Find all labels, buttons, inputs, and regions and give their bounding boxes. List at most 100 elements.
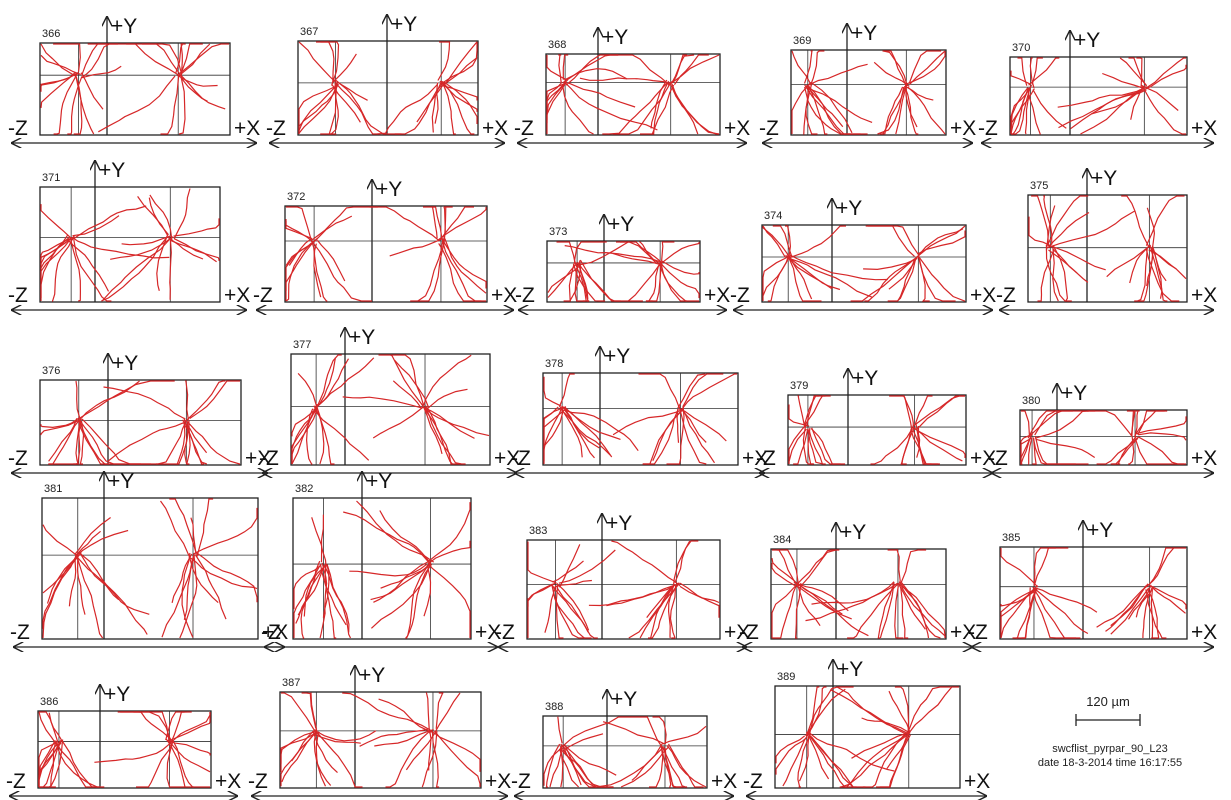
- dendrite: [894, 585, 904, 639]
- dendrite: [178, 72, 226, 110]
- dendrite: [1131, 410, 1138, 437]
- panel-box: [290, 353, 491, 466]
- dendrite: [1057, 87, 1145, 108]
- dendrite: [660, 242, 700, 264]
- dendrite: [793, 429, 809, 465]
- dendrite: [912, 395, 965, 427]
- dendrite: [897, 259, 916, 302]
- dendrite: [782, 731, 811, 787]
- panel-label: 370: [1012, 42, 1030, 54]
- dendrite: [81, 380, 140, 419]
- dendrite: [602, 721, 666, 745]
- dendrite: [1046, 195, 1089, 246]
- dendrite: [545, 743, 561, 788]
- dendrite: [771, 563, 797, 587]
- dendrite: [379, 510, 432, 564]
- dendrite: [425, 692, 431, 734]
- dendrite: [898, 581, 941, 639]
- dendrite: [788, 404, 810, 427]
- dendrite: [331, 53, 357, 84]
- dendrite: [639, 241, 664, 267]
- dendrite: [1034, 435, 1076, 465]
- dendrite: [772, 225, 793, 258]
- dendrite: [1058, 88, 1146, 129]
- dendrite: [433, 730, 481, 787]
- axis-label-neg-z: -Z: [6, 770, 26, 793]
- dendrite: [318, 730, 377, 742]
- dendrite: [53, 72, 79, 135]
- axis-label-neg-z: -Z: [8, 447, 28, 470]
- dendrite: [1020, 433, 1033, 457]
- dendrite: [603, 54, 670, 85]
- dendrite: [889, 395, 914, 430]
- axis-label-y: +Y: [376, 178, 402, 201]
- dendrite: [566, 733, 604, 749]
- dendrite: [161, 552, 195, 638]
- axis-label-x: +X: [491, 284, 517, 307]
- dendrite: [899, 549, 927, 585]
- dendrite: [68, 557, 77, 607]
- axis-label-x: +X: [482, 117, 508, 140]
- dendrite: [558, 544, 581, 588]
- dendrite: [178, 43, 203, 77]
- dendrite: [179, 555, 198, 639]
- footer-date: date 18-3-2014 time 16:17:55: [1038, 757, 1182, 769]
- dendrite: [120, 711, 170, 743]
- dendrite: [167, 739, 211, 773]
- dendrite: [196, 498, 214, 557]
- axis-label-y: +Y: [852, 367, 878, 390]
- dendrite: [359, 728, 430, 747]
- dendrite: [645, 263, 662, 302]
- dendrite: [564, 406, 621, 440]
- dendrite: [421, 730, 438, 788]
- axis-label-neg-z: -Z: [759, 117, 779, 140]
- dendrite: [900, 587, 909, 639]
- dendrite: [126, 43, 181, 75]
- dendrite: [669, 585, 677, 639]
- axis-label-y: +Y: [391, 13, 417, 36]
- dendrite: [527, 541, 557, 584]
- panel-label: 382: [295, 483, 313, 495]
- dendrite: [673, 54, 709, 85]
- dendrite: [285, 242, 312, 302]
- dendrite: [434, 82, 439, 124]
- axis-label-x: +X: [494, 447, 520, 470]
- dendrite: [1047, 245, 1106, 271]
- dendrite: [562, 54, 618, 84]
- dendrite: [668, 81, 699, 135]
- dendrite: [787, 225, 847, 259]
- dendrite: [793, 581, 843, 615]
- dendrite: [316, 41, 340, 86]
- axis-label-x: +X: [724, 117, 750, 140]
- dendrite: [661, 260, 700, 275]
- dendrite: [421, 403, 461, 465]
- dendrite: [298, 41, 338, 85]
- dendrite: [394, 83, 444, 135]
- dendrite: [40, 238, 71, 269]
- dendrite: [42, 555, 77, 638]
- dendrite: [148, 197, 169, 236]
- dendrite: [1048, 211, 1090, 248]
- dendrite: [98, 75, 176, 133]
- dendrite: [184, 420, 190, 465]
- dendrite: [40, 204, 73, 240]
- dendrite: [75, 77, 95, 135]
- dendrite: [280, 733, 316, 787]
- panel-label: 377: [293, 339, 311, 351]
- dendrite: [315, 731, 327, 787]
- dendrite: [1046, 210, 1135, 249]
- dendrite: [915, 225, 966, 259]
- dendrite: [280, 730, 318, 764]
- dendrite: [658, 263, 699, 302]
- dendrite: [883, 50, 908, 87]
- dendrite: [1138, 436, 1186, 465]
- dendrite: [313, 728, 332, 786]
- dendrite: [73, 239, 112, 302]
- panel-label: 371: [42, 172, 60, 184]
- dendrite: [180, 43, 186, 78]
- dendrite: [94, 740, 174, 763]
- dendrite: [443, 206, 453, 243]
- dendrite: [879, 84, 907, 135]
- dendrite: [40, 72, 79, 92]
- dendrite: [575, 241, 629, 267]
